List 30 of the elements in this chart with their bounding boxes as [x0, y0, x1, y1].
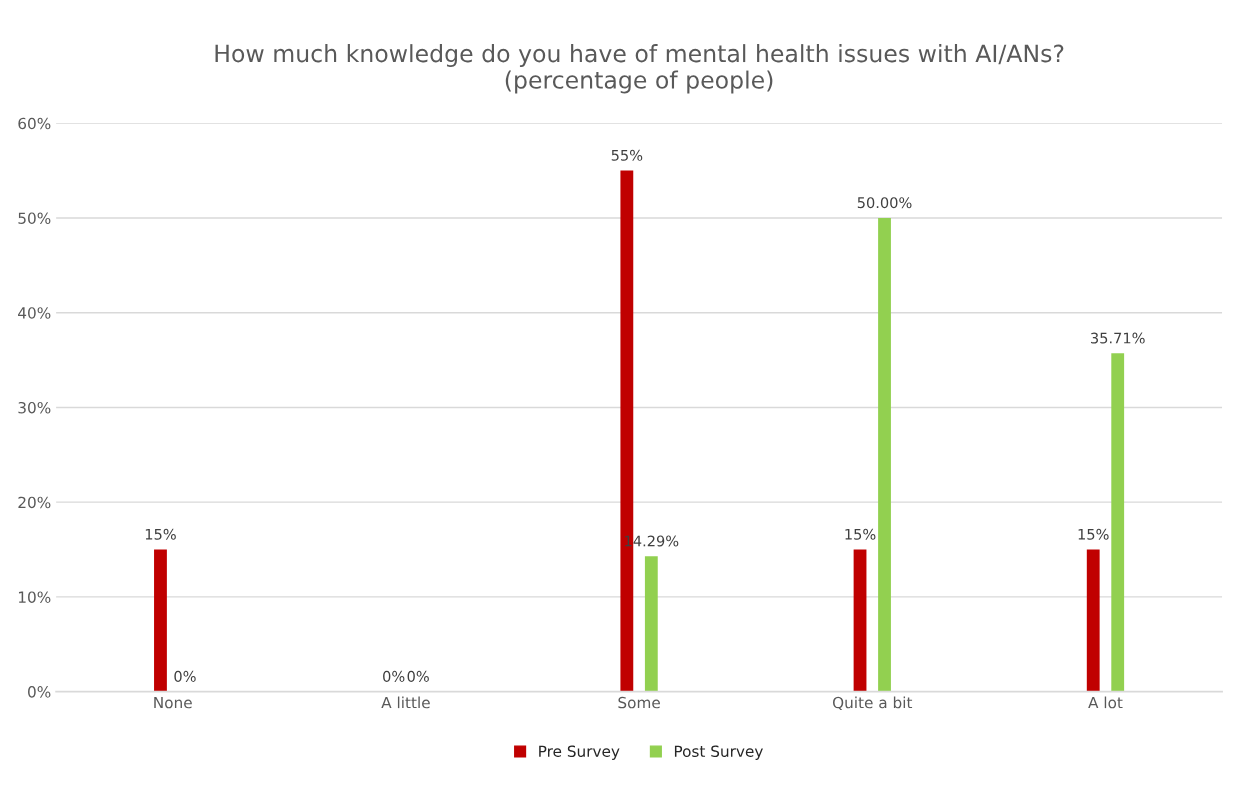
y-tick-label: 30% — [18, 401, 51, 414]
bar — [853, 549, 867, 692]
y-tick-label: 60% — [18, 117, 51, 130]
x-tick-label: A lot — [1088, 696, 1123, 709]
bar — [154, 549, 167, 692]
x-tick-label: None — [154, 696, 192, 709]
data-label: 15% — [1078, 528, 1109, 540]
data-label: 55% — [611, 149, 643, 161]
legend-label: Pre Survey — [539, 745, 620, 760]
y-tick-label: 10% — [18, 591, 51, 603]
data-label: 50.00% — [857, 197, 912, 209]
chart-title: How much knowledge do you have of mental health issues with AI/ANs? (percentage of people) — [215, 44, 1064, 94]
x-tick-label: Some — [618, 696, 660, 709]
data-label: 0% — [174, 670, 196, 682]
data-label: 0% — [407, 670, 429, 682]
bar — [1086, 549, 1100, 692]
y-tick-label: 50% — [18, 212, 51, 224]
data-label: 15% — [145, 528, 176, 540]
data-label: 35.71% — [1091, 332, 1145, 344]
data-label: 15% — [845, 528, 876, 540]
data-label: 0% — [383, 670, 405, 682]
y-tick-label: 20% — [18, 496, 51, 509]
y-tick-label: 40% — [18, 307, 51, 319]
x-tick-label: Quite a bit — [832, 696, 913, 711]
bar — [644, 556, 658, 692]
bar — [1111, 353, 1125, 692]
legend-label: Post Survey — [674, 745, 763, 760]
x-tick-label: A little — [381, 696, 430, 709]
y-tick-label: 0% — [28, 686, 51, 698]
bar — [878, 217, 891, 692]
